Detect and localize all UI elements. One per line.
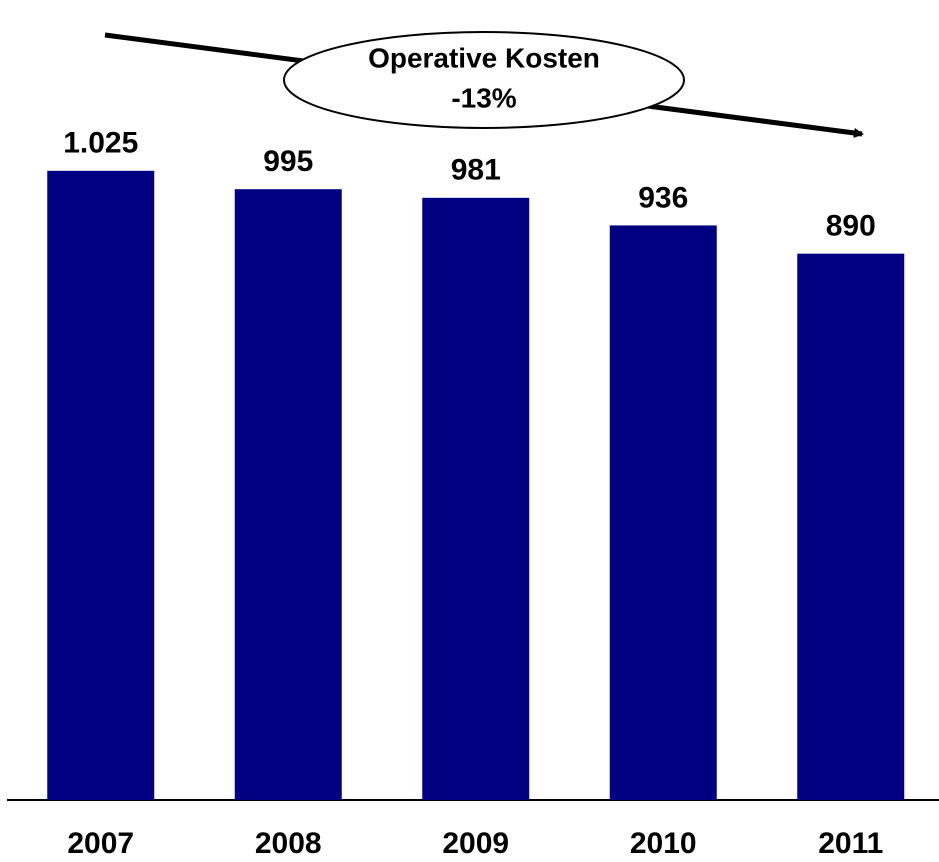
annotation: Operative Kosten — [368, 42, 600, 73]
annotation: -13% — [451, 82, 516, 113]
bar — [797, 253, 905, 800]
bar — [609, 225, 717, 800]
annotation-ellipse — [283, 31, 685, 129]
value-label: 995 — [263, 145, 313, 178]
value-label: 936 — [638, 181, 688, 214]
x-tick-label: 2010 — [630, 827, 697, 860]
x-tick-label: 2009 — [442, 827, 509, 860]
x-tick-label: 2008 — [255, 827, 322, 860]
x-tick-label: 2011 — [818, 827, 883, 860]
value-label: 981 — [451, 154, 501, 187]
value-label: 1.025 — [63, 127, 138, 160]
bar — [422, 197, 530, 801]
value-label: 890 — [826, 210, 876, 243]
x-tick-label: 2007 — [67, 827, 134, 860]
bar — [47, 170, 155, 801]
bar — [234, 189, 342, 800]
